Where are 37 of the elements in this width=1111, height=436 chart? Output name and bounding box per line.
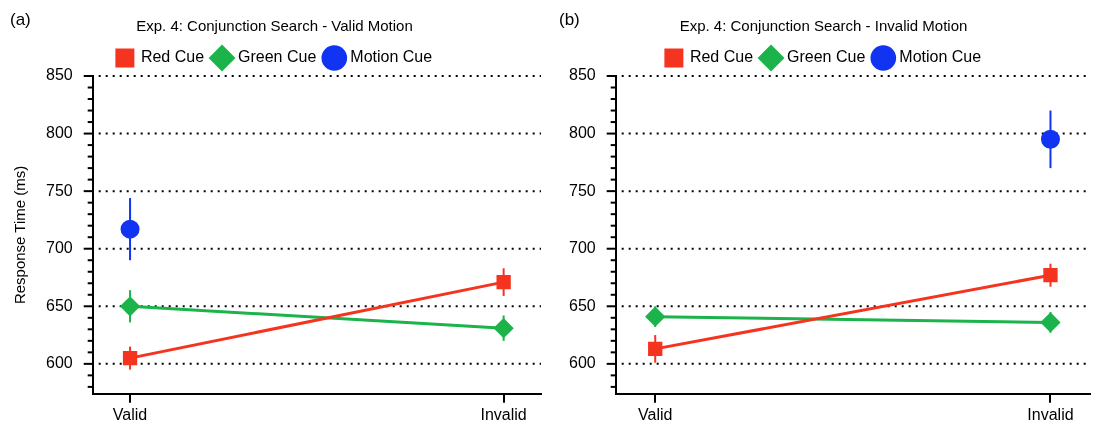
legend-label: Motion Cue <box>899 48 982 66</box>
point <box>120 296 140 316</box>
point <box>645 307 665 327</box>
x-tick-label: Invalid <box>1027 405 1074 423</box>
legend-label: Motion Cue <box>350 48 433 66</box>
point <box>648 341 663 357</box>
x-tick-label: Valid <box>112 405 148 423</box>
y-tick-label: 700 <box>45 239 73 257</box>
y-tick-label: 650 <box>45 296 73 314</box>
x-tick-label: Valid <box>638 405 673 423</box>
y-tick-label: 800 <box>568 123 596 141</box>
y-tick-label: 600 <box>45 354 73 372</box>
text: (a) <box>10 10 31 30</box>
y-tick-label: 850 <box>45 66 73 84</box>
legend-label: Red Cue <box>689 48 754 66</box>
point <box>1040 129 1060 149</box>
chart-title: Exp. 4: Conjunction Search - Invalid Motion <box>679 17 968 35</box>
point <box>122 350 138 366</box>
legend-label: Green Cue <box>238 48 317 66</box>
point <box>494 318 514 338</box>
y-tick-label: 800 <box>45 123 73 141</box>
legend-label: Green Cue <box>787 48 866 66</box>
y-tick-label: 600 <box>568 354 596 372</box>
point <box>496 274 511 290</box>
y-axis-title: Response Time (ms) <box>11 165 29 305</box>
text: (b) <box>559 10 580 30</box>
y-tick-label: 750 <box>45 181 73 199</box>
point <box>120 219 140 239</box>
legend-label: Red Cue <box>140 48 205 66</box>
point <box>1040 312 1060 332</box>
y-tick-label: 700 <box>568 239 596 257</box>
chart-title: Exp. 4: Conjunction Search - Valid Motion <box>136 17 413 35</box>
y-tick-label: 850 <box>568 66 596 84</box>
point <box>1043 268 1058 283</box>
y-tick-label: 750 <box>568 181 596 199</box>
y-tick-label: 650 <box>568 296 596 314</box>
x-tick-label: Invalid <box>480 405 527 423</box>
